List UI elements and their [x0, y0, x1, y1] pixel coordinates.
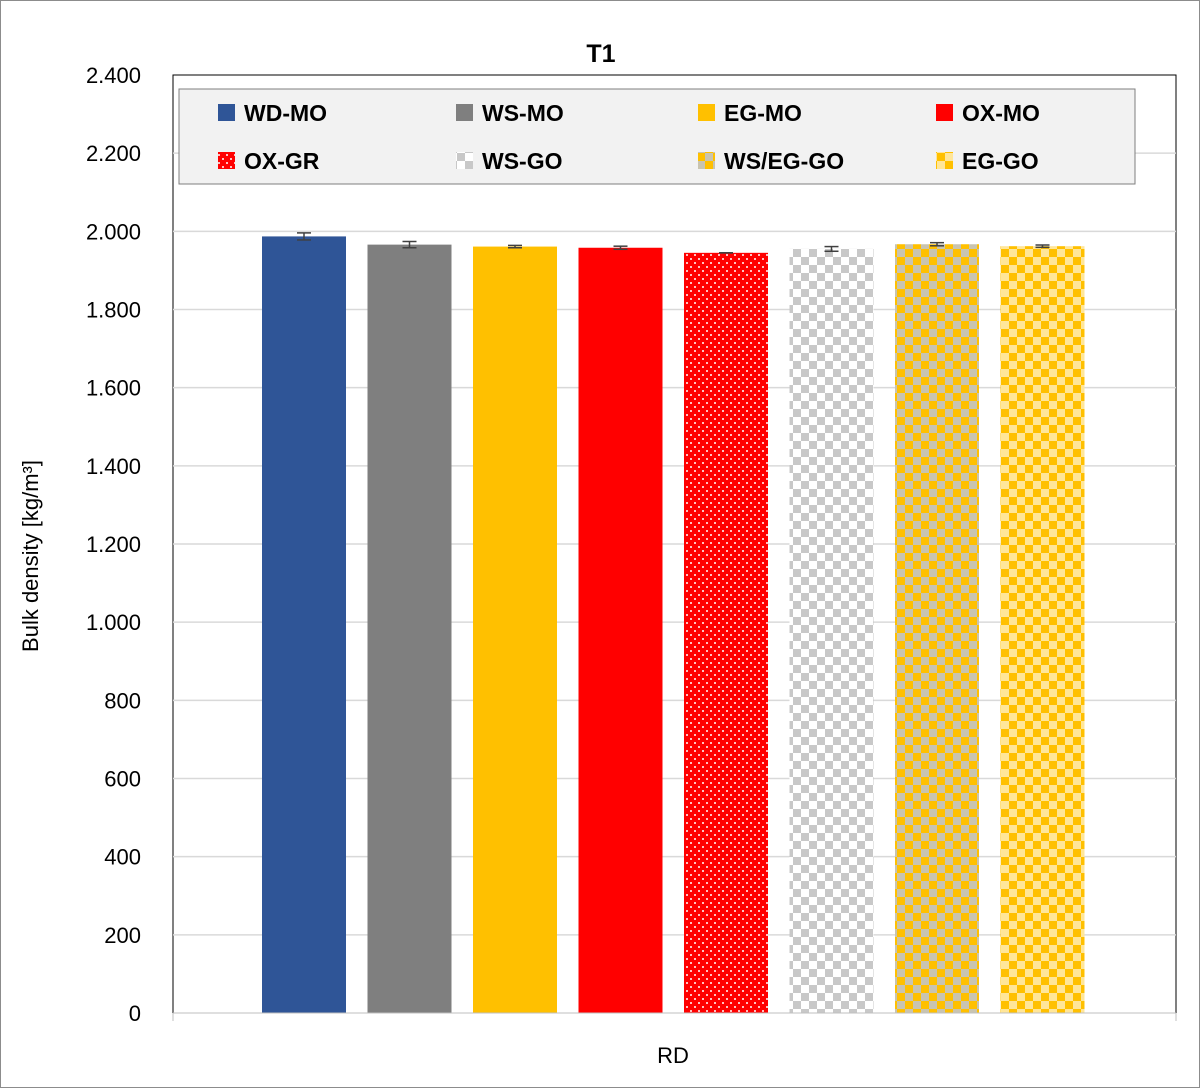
legend-swatch-ox-mo	[936, 104, 953, 121]
y-tick-label: 1.000	[86, 610, 141, 635]
legend-swatch-eg-go	[936, 152, 953, 169]
y-tick-label: 1.400	[86, 454, 141, 479]
legend-swatch-wd-mo	[218, 104, 235, 121]
legend-box	[178, 88, 1136, 185]
legend-label-ox-mo: OX-MO	[962, 100, 1040, 126]
y-tick-label: 2.200	[86, 141, 141, 166]
bar-eg-go	[1000, 246, 1085, 1013]
legend-label-ws-mo: WS-MO	[482, 100, 564, 126]
legend-label-wd-mo: WD-MO	[244, 100, 327, 126]
legend-label-ws-go: WS-GO	[482, 148, 563, 174]
legend-swatch-ox-gr	[218, 152, 235, 169]
bar-wd-mo	[262, 236, 346, 1013]
y-tick-label: 600	[104, 767, 141, 792]
bar-ws-mo	[367, 244, 452, 1013]
y-tick-label: 2.400	[86, 63, 141, 88]
bar-ox-mo	[578, 247, 663, 1013]
y-tick-label: 400	[104, 845, 141, 870]
y-tick-label: 1.800	[86, 298, 141, 323]
legend-label-ws-eg-go: WS/EG-GO	[724, 148, 844, 174]
bar-ws-eg-go	[895, 244, 979, 1013]
y-tick-label: 1.200	[86, 532, 141, 557]
legend-swatch-ws-go	[456, 152, 473, 169]
legend: WD-MO WS-MO EG-MO OX-MO OX-GR WS-GO WS/EG-GO EG…	[218, 100, 1040, 174]
y-axis-ticks: 0 200 400 600 800 1.000 1.200 1.400 1.600 1.800 2.…	[86, 63, 141, 1026]
legend-swatch-ws-eg-go	[698, 152, 715, 169]
legend-label-ox-gr: OX-GR	[244, 148, 320, 174]
legend-swatch-eg-mo	[698, 104, 715, 121]
bar-ox-gr	[684, 252, 768, 1013]
y-tick-label: 2.000	[86, 219, 141, 244]
chart-title: T1	[586, 40, 615, 68]
y-tick-label: 200	[104, 923, 141, 948]
y-tick-label: 0	[129, 1001, 141, 1026]
x-axis-label: RD	[657, 1043, 689, 1068]
bar-eg-mo	[473, 246, 557, 1014]
legend-label-eg-go: EG-GO	[962, 148, 1039, 174]
legend-swatch-ws-mo	[456, 104, 473, 121]
y-tick-label: 1.600	[86, 376, 141, 401]
y-tick-label: 800	[104, 688, 141, 713]
bar-ws-go	[789, 248, 874, 1013]
error-bars	[297, 232, 1050, 254]
bars	[262, 236, 1085, 1014]
legend-label-eg-mo: EG-MO	[724, 100, 802, 126]
y-axis-label: Bulk density [kg/m³]	[18, 460, 43, 652]
